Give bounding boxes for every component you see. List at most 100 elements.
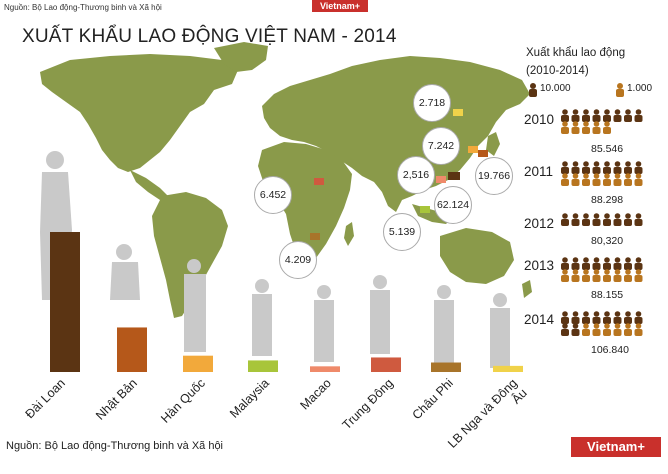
big-person-icon [613,311,622,324]
worker-6-head [373,275,387,289]
small-person-icon [624,323,632,336]
small-person-icon [613,173,622,186]
legend-small-label: 1.000 [627,83,653,94]
madagascar [344,222,354,246]
big-person-icon [624,311,632,324]
bar-7 [493,365,523,372]
big-person-icon [561,257,569,270]
flag-middle-east [314,178,324,185]
bar-0 [50,232,80,372]
big-person-icon [624,257,632,270]
bar-5 [371,357,401,372]
small-person-icon [634,323,643,336]
small-person-icon [634,173,643,186]
legend-small-person-icon [616,83,624,97]
worker-8-head [493,293,507,307]
big-person-icon [634,161,643,174]
bar-2 [183,355,213,372]
big-person-icon [624,161,632,174]
worker-silhouettes [40,151,510,368]
big-person-icon [571,213,580,226]
big-person-icon [561,109,569,122]
small-person-icon [613,323,622,336]
worker-4-head [255,279,269,293]
bubble-malaysia: 5.139 [383,213,421,251]
bubble-japan: 19.766 [475,157,513,195]
north-america [40,54,238,172]
small-person-icon [592,173,601,186]
total-2011: 88.298 [591,194,624,206]
flag-taiwan [448,172,460,180]
bar-group [50,232,523,372]
big-person-icon [571,311,580,324]
total-2012: 80,320 [591,235,624,247]
worker-5-body [314,300,334,362]
big-person-icon [571,161,580,174]
big-person-icon [603,213,611,226]
small-person-icon [592,323,601,336]
total-2013: 88.155 [591,289,624,301]
big-person-icon [582,213,590,226]
people-icons [561,109,643,336]
worker-2-head [116,244,132,260]
bubble-taiwan: 62.124 [434,186,472,224]
continents [40,42,532,318]
worker-4-body [252,294,272,356]
flag-malaysia [420,206,430,213]
small-person-icon [624,173,632,186]
small-person-icon [603,269,611,282]
big-person-icon [634,257,643,270]
new-zealand [522,280,532,298]
big-person-icon [571,257,580,270]
bar-4 [310,366,340,372]
big-person-icon [582,257,590,270]
page-title: XUẤT KHẨU LAO ĐỘNG VIỆT NAM - 2014 [22,26,397,47]
legend-title-line1: Xuất khẩu lao động [526,47,626,59]
bubble-russia: 2.718 [413,84,451,122]
big-person-icon [592,213,601,226]
top-source-text: Nguồn: Bộ Lao động-Thương binh và Xã hội [4,3,162,12]
small-person-icon [561,173,569,186]
greenland [214,42,268,72]
big-person-icon [582,311,590,324]
small-person-icon [603,121,611,134]
total-2010: 85.546 [591,143,624,155]
big-person-icon [613,161,622,174]
bar-3 [248,360,278,372]
worker-6-body [370,290,390,354]
big-person-icon [603,161,611,174]
big-person-icon [634,109,643,122]
south-america [152,192,228,318]
big-person-icon [603,257,611,270]
top-logo: Vietnam+ [312,0,368,12]
bubble-korea: 7.242 [422,127,460,165]
big-person-icon [634,213,643,226]
japan [486,132,500,156]
big-person-icon [592,257,601,270]
big-person-icon [613,257,622,270]
worker-3-body [184,274,206,352]
big-person-icon [613,213,622,226]
big-person-icon [634,311,643,324]
legend-title-line2: (2010-2014) [526,65,589,77]
big-person-icon [624,109,632,122]
legend-title: Xuất khẩu lao động (2010-2014) [526,44,666,80]
worker-8-body [490,308,510,368]
worker-1-head [46,151,64,169]
footer-source: Nguồn: Bộ Lao động-Thương binh và Xã hội [6,440,224,452]
worker-3-head [187,259,201,273]
worker-2-body [110,262,140,300]
small-person-icon [561,121,569,134]
bar-1 [117,327,147,372]
big-person-icon [582,109,590,122]
big-person-icon [592,161,601,174]
footer-logo: Vietnam+ [571,437,661,457]
year-2012: 2012 [524,216,555,231]
year-2010: 2010 [524,112,555,127]
small-person-icon [592,121,601,134]
legend-keys [529,83,624,97]
small-person-icon [561,269,569,282]
big-person-icon [592,311,601,324]
africa [258,142,352,264]
